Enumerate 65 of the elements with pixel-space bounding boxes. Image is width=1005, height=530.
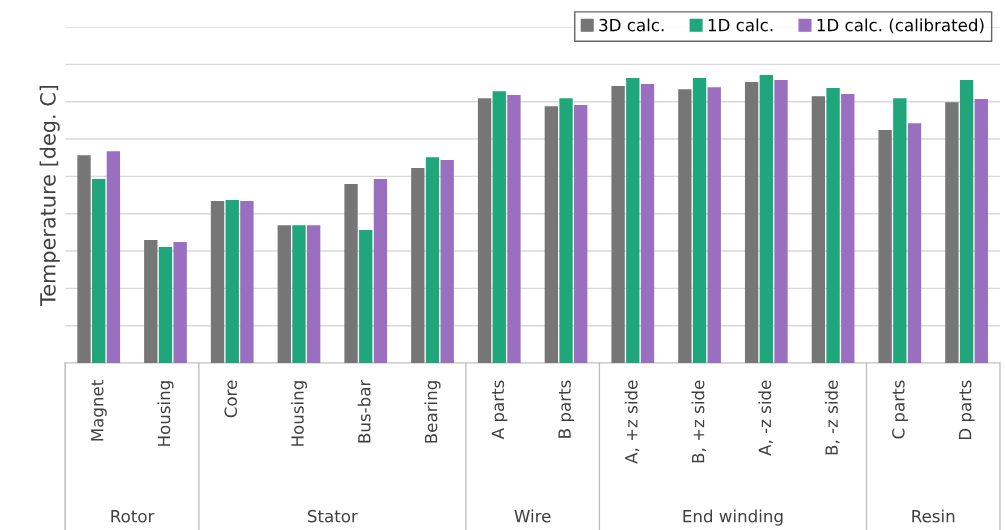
bar	[144, 240, 158, 364]
x-tick-label: Bearing	[424, 381, 441, 443]
bar	[640, 84, 655, 364]
bar	[907, 123, 922, 364]
bar	[893, 98, 907, 364]
legend-label: 3D calc.	[599, 18, 664, 32]
bar	[826, 88, 840, 364]
bar	[440, 160, 454, 364]
x-tick-label: D parts	[959, 380, 975, 440]
bar	[307, 225, 321, 364]
x-tick-label: A parts	[491, 380, 508, 440]
x-tick-label: B parts	[558, 380, 575, 438]
bar	[477, 98, 492, 364]
bar	[411, 168, 425, 364]
bar	[77, 155, 91, 364]
bar	[945, 102, 959, 364]
bar	[574, 105, 588, 364]
bar	[774, 80, 788, 364]
x-tick-label: Bus-bar	[357, 379, 371, 443]
x-tick-label: Magnet	[91, 380, 107, 441]
bar	[811, 96, 826, 364]
x-tick-label: Housing	[290, 381, 308, 446]
bar	[841, 94, 855, 364]
bar	[626, 77, 640, 364]
text: Rotor	[111, 510, 155, 523]
text: Stator	[308, 509, 358, 523]
x-tick-label: A, +z side	[624, 380, 640, 464]
legend-label: 1D calc.	[708, 18, 773, 32]
bar	[344, 183, 358, 364]
text: Resin	[912, 509, 955, 523]
bar	[678, 89, 692, 364]
x-tick-label: Core	[224, 380, 238, 418]
bar	[507, 94, 521, 364]
bar	[974, 99, 988, 364]
bar	[359, 230, 373, 364]
bar	[373, 179, 388, 364]
bar	[492, 91, 506, 364]
bar	[92, 179, 106, 364]
bar	[959, 80, 974, 364]
x-tick-label: B, -z side	[825, 380, 840, 455]
y-axis-title: Temperature [deg. C]	[39, 85, 60, 307]
bar	[277, 225, 291, 364]
bar	[173, 242, 187, 364]
bar	[106, 151, 121, 364]
bar	[878, 130, 892, 364]
x-tick-label: A, -z side	[758, 380, 773, 456]
bar	[544, 106, 559, 364]
bar	[425, 157, 440, 364]
bar	[559, 98, 573, 364]
x-tick-label: Housing	[157, 381, 174, 446]
bar	[292, 225, 306, 364]
bar	[225, 200, 239, 364]
text: End winding	[683, 509, 783, 526]
bar	[611, 86, 625, 364]
bar	[158, 247, 173, 364]
bar	[707, 87, 721, 364]
x-tick-label: B, +z side	[691, 380, 707, 463]
x-tick-label: C parts	[892, 380, 908, 439]
bar	[759, 75, 773, 364]
text: Wire	[514, 509, 551, 523]
legend-label: 1D calc. (calibrated)	[817, 18, 984, 34]
bar	[210, 200, 225, 364]
bar	[240, 200, 254, 364]
bar	[744, 82, 759, 364]
bar	[692, 77, 707, 364]
